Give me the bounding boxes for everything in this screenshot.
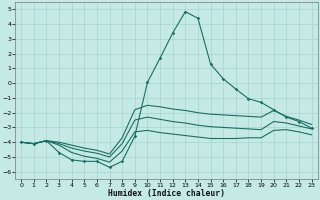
X-axis label: Humidex (Indice chaleur): Humidex (Indice chaleur)	[108, 189, 225, 198]
